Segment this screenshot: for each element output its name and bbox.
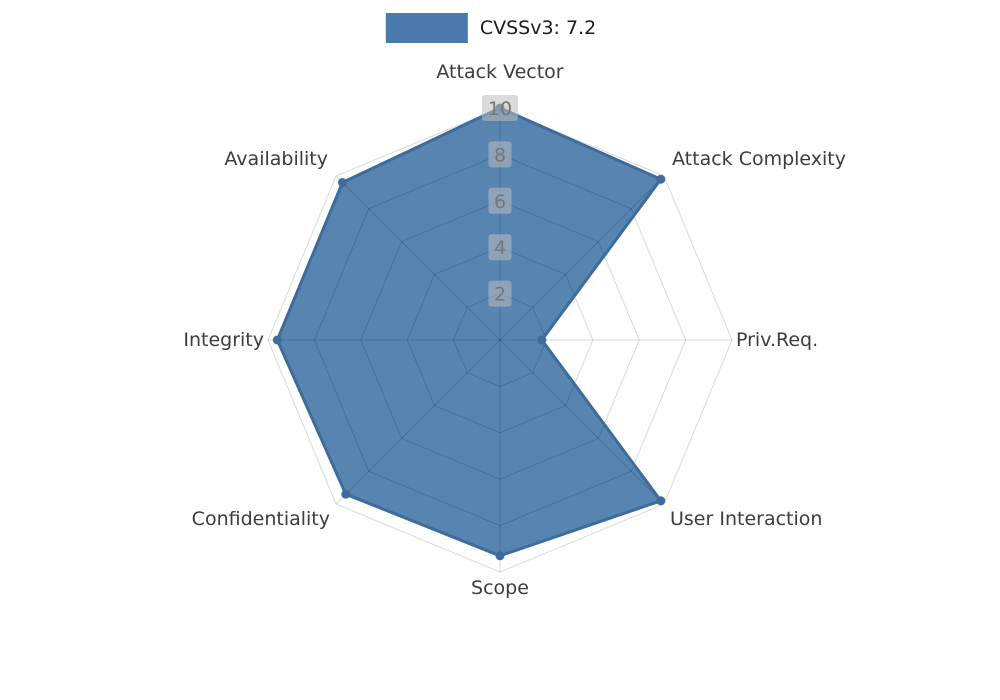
tick-label: 10 bbox=[488, 98, 512, 120]
radar-series-marker bbox=[656, 496, 666, 506]
radar-series-fill bbox=[277, 108, 661, 556]
tick-label-bg bbox=[482, 95, 518, 121]
grid-ring-10 bbox=[267, 107, 733, 573]
tick-label: 6 bbox=[494, 191, 506, 213]
grid-spoke bbox=[335, 339, 501, 505]
tick-label-bg bbox=[488, 280, 512, 307]
radar-series-marker bbox=[341, 489, 351, 499]
axis-label-availability: Availability bbox=[224, 148, 328, 170]
tick-label: 2 bbox=[494, 284, 506, 306]
tick-label-bg bbox=[488, 187, 512, 214]
grid-ring-6 bbox=[360, 200, 640, 480]
grid-spoke bbox=[335, 175, 501, 341]
legend-label: CVSSv3: 7.2 bbox=[479, 17, 597, 39]
axis-label-integrity: Integrity bbox=[183, 329, 264, 351]
legend[interactable]: CVSSv3: 7.2 bbox=[385, 13, 597, 43]
tick-label: 8 bbox=[494, 144, 506, 166]
axis-label-attack-complexity: Attack Complexity bbox=[672, 148, 846, 170]
tick-label-bg bbox=[488, 141, 512, 168]
radar-series-marker bbox=[537, 335, 547, 345]
grid-ring-8 bbox=[313, 153, 687, 527]
grid-spoke bbox=[499, 339, 665, 505]
axis-label-scope: Scope bbox=[471, 577, 529, 599]
axis-label-attack-vector: Attack Vector bbox=[436, 61, 563, 83]
axis-label-user-interaction: User Interaction bbox=[670, 508, 822, 530]
tick-label: 4 bbox=[494, 237, 506, 259]
radar-series-marker bbox=[338, 178, 347, 187]
axis-label-priv-req: Priv.Req. bbox=[736, 329, 818, 351]
radar-series-marker bbox=[272, 335, 282, 345]
legend-swatch[interactable] bbox=[385, 13, 468, 43]
radar-series-marker bbox=[656, 174, 666, 184]
radar-series-marker bbox=[495, 551, 505, 561]
tick-label-bg bbox=[488, 234, 512, 261]
axis-label-confidentiality: Confidentiality bbox=[192, 508, 330, 530]
grid-ring-2 bbox=[453, 293, 547, 387]
grid-spoke bbox=[499, 175, 665, 341]
